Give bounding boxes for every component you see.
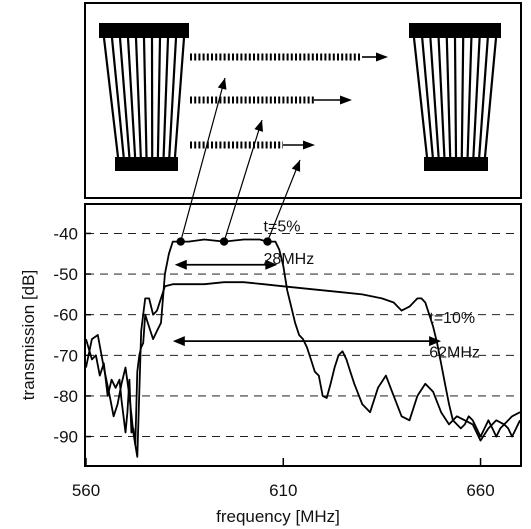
electrode-finger xyxy=(466,37,473,158)
electrode-finger xyxy=(102,37,120,158)
bandwidth-arrowhead xyxy=(172,336,185,347)
y-tick-label: -80 xyxy=(53,387,78,406)
electrode-finger xyxy=(134,37,142,158)
electrode-finger xyxy=(126,37,137,158)
bandwidth-arrows xyxy=(172,259,442,347)
electrode-finger xyxy=(478,37,489,158)
plot-frame xyxy=(84,203,522,467)
annotations: t=5% 28MHz t=10% 62MHz xyxy=(264,218,480,361)
annotation-label: 28MHz xyxy=(264,251,315,268)
band-marker-point xyxy=(219,237,229,246)
annotation-label: 62MHz xyxy=(429,344,480,361)
series-line-2 xyxy=(85,281,521,458)
schematic-frame xyxy=(84,2,522,199)
electrode-finger xyxy=(162,37,170,158)
electrode-finger xyxy=(421,37,434,158)
bandwidth-arrowhead xyxy=(429,336,442,347)
x-tick-labels: 560 610 660 xyxy=(72,481,495,500)
bandwidth-arrowhead xyxy=(174,259,187,270)
connector-arrowhead xyxy=(217,78,227,90)
bandwidth-arrowhead xyxy=(265,259,278,270)
electrode-finger xyxy=(453,37,458,158)
y-axis-title: transmission [dB] xyxy=(19,270,38,400)
series-line-1 xyxy=(85,238,521,446)
electrode-finger xyxy=(142,37,148,158)
x-tick-label: 660 xyxy=(466,481,494,500)
band-marker-point xyxy=(176,237,185,246)
band-markers xyxy=(176,237,272,246)
electrode-finger xyxy=(110,37,125,158)
electrode-finger xyxy=(472,37,481,158)
connector-line xyxy=(223,119,263,242)
grid-lines xyxy=(85,232,520,465)
connector-line xyxy=(266,159,301,242)
y-tick-label: -60 xyxy=(53,306,78,325)
electrode-finger xyxy=(429,37,440,158)
y-tick-label: -90 xyxy=(53,428,78,447)
x-tick-label: 560 xyxy=(72,481,100,500)
marker-connector-lines xyxy=(180,77,301,242)
y-tick-label: -50 xyxy=(53,265,78,284)
electrode-finger xyxy=(483,37,498,158)
x-tick-label: 610 xyxy=(269,481,297,500)
electrode-finger xyxy=(460,37,465,158)
electrode-finger xyxy=(156,37,162,158)
y-tick-label: -70 xyxy=(53,346,78,365)
annotation-label: t=5% xyxy=(264,218,301,235)
annotation-label: t=10% xyxy=(429,310,475,327)
y-tick-label: -40 xyxy=(53,224,78,243)
connector-arrowhead xyxy=(291,160,301,172)
connector-arrowhead xyxy=(254,120,264,132)
electrode-finger xyxy=(437,37,446,158)
transmission-chart: -40-50-60-70-80-90 560 610 660 t=5%28MHzt=… xyxy=(19,203,522,526)
electrode-finger xyxy=(412,37,429,158)
y-tick-labels: -40 -50 -60 -70 -80 -90 xyxy=(53,224,78,446)
electrode-finger xyxy=(173,37,186,158)
electrode-finger xyxy=(445,37,452,158)
electrode-finger xyxy=(118,37,131,158)
left-transducer-icon xyxy=(99,23,189,171)
transducer-schematic xyxy=(84,2,522,199)
x-axis-title: frequency [MHz] xyxy=(216,507,340,526)
series-lines xyxy=(85,238,521,458)
connector-line xyxy=(180,77,226,242)
band-marker-point xyxy=(263,237,272,246)
wave-arrows xyxy=(190,52,388,150)
electrode-finger xyxy=(168,37,178,158)
right-transducer-icon xyxy=(409,23,501,171)
